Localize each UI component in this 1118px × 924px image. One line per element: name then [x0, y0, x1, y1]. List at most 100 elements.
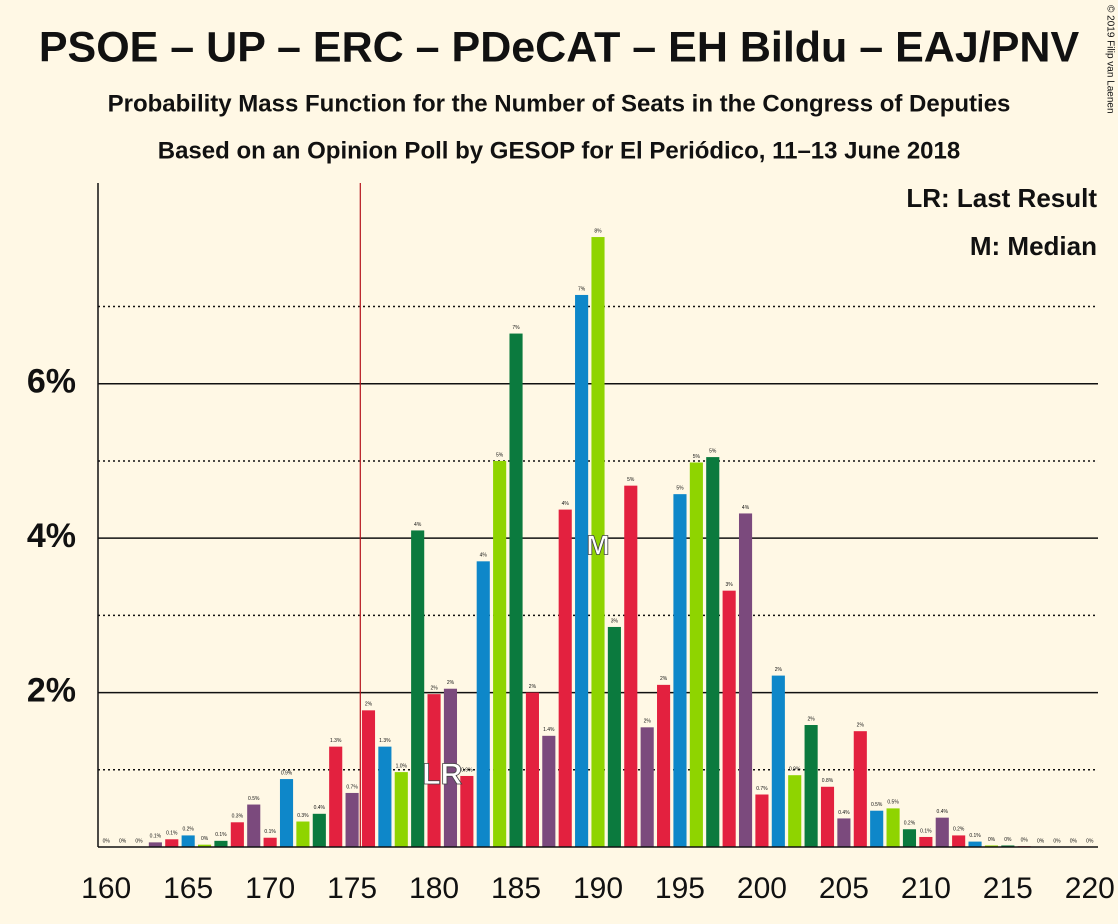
bar: [755, 794, 769, 847]
bar: [247, 804, 261, 847]
bar: [443, 688, 458, 847]
value-label: 0%: [103, 838, 111, 844]
value-label: 0.5%: [871, 802, 883, 808]
value-label: 0%: [1086, 838, 1094, 844]
value-label: 2%: [447, 680, 455, 686]
bar: [509, 333, 523, 848]
bar: [788, 775, 802, 847]
value-label: 2%: [807, 716, 815, 722]
x-tick-label: 215: [983, 872, 1033, 905]
value-label: 0%: [988, 837, 996, 843]
value-label: 0%: [1004, 837, 1012, 843]
value-label: 0.1%: [920, 828, 932, 834]
value-label: 4%: [480, 553, 488, 559]
bar: [673, 494, 687, 847]
legend-text: LR: Last Result: [906, 183, 1097, 213]
value-label: 0.4%: [937, 809, 949, 815]
median-label: M: [586, 529, 609, 560]
value-label: 0.3%: [232, 814, 244, 820]
bar: [345, 792, 359, 847]
bar: [804, 725, 818, 847]
x-tick-label: 200: [737, 872, 787, 905]
value-label: 1.4%: [543, 727, 555, 733]
value-label: 0.9%: [461, 767, 473, 773]
bar: [706, 457, 720, 847]
bar: [657, 684, 671, 847]
bar: [952, 835, 966, 847]
value-label: 0.8%: [822, 778, 834, 784]
x-tick-label: 220: [1065, 872, 1115, 905]
value-label: 0.7%: [756, 786, 768, 792]
bar: [689, 462, 703, 847]
bar: [329, 746, 343, 847]
y-tick-label: 6%: [27, 363, 76, 401]
bar: [591, 237, 605, 847]
bar: [525, 692, 539, 847]
bar: [378, 746, 392, 847]
value-label: 3%: [611, 618, 619, 624]
value-label: 5%: [627, 477, 635, 483]
value-label: 2%: [857, 723, 865, 729]
bar: [919, 836, 933, 847]
x-tick-label: 195: [655, 872, 705, 905]
value-label: 1.3%: [330, 738, 342, 744]
value-label: 4%: [742, 505, 750, 511]
value-label: 0.4%: [838, 810, 850, 816]
bar: [460, 775, 474, 847]
bar: [935, 817, 949, 847]
value-label: 5%: [693, 454, 701, 460]
value-label: 8%: [594, 228, 602, 234]
value-label: 0.5%: [887, 800, 899, 806]
x-tick-label: 210: [901, 872, 951, 905]
bar: [837, 818, 851, 847]
bar: [607, 626, 621, 847]
y-tick-label: 4%: [27, 517, 76, 555]
value-label: 0%: [1037, 838, 1045, 844]
bar: [181, 835, 195, 847]
bar: [411, 530, 425, 847]
value-label: 0%: [135, 838, 143, 844]
x-tick-label: 180: [409, 872, 459, 905]
value-label: 0.1%: [166, 831, 178, 837]
bar: [984, 845, 998, 847]
bar: [771, 675, 785, 847]
value-label: 2%: [644, 719, 652, 725]
value-label: 2%: [430, 685, 438, 691]
value-label: 0.4%: [314, 805, 326, 811]
x-tick-label: 190: [573, 872, 623, 905]
value-label: 0.2%: [904, 821, 916, 827]
value-label: 0.1%: [264, 829, 276, 835]
value-label: 5%: [676, 485, 684, 491]
value-label: 7%: [578, 286, 586, 292]
x-tick-label: 205: [819, 872, 869, 905]
value-label: 2%: [365, 702, 373, 708]
bar: [640, 727, 654, 847]
value-label: 0%: [119, 838, 127, 844]
subtitle: Based on an Opinion Poll by GESOP for El…: [158, 137, 960, 164]
bar: [575, 294, 589, 847]
value-label: 7%: [512, 325, 520, 331]
value-label: 0.3%: [297, 813, 309, 819]
last-result-label: LR: [422, 758, 462, 791]
value-label: 0%: [1070, 838, 1078, 844]
bar: [296, 821, 310, 847]
bar: [361, 710, 376, 847]
x-tick-label: 170: [245, 872, 295, 905]
bar: [263, 837, 277, 847]
bar: [886, 808, 900, 847]
bar: [1001, 845, 1015, 847]
value-label: 4%: [562, 501, 570, 507]
bar: [165, 839, 179, 847]
x-tick-label: 185: [491, 872, 541, 905]
value-label: 0%: [201, 836, 209, 842]
value-label: 5%: [709, 448, 717, 454]
value-label: 0%: [1021, 838, 1029, 844]
bar: [230, 822, 244, 847]
bar: [394, 772, 408, 847]
copyright: © 2019 Filip van Laenen: [1104, 5, 1115, 114]
value-label: 1.3%: [379, 738, 391, 744]
bar: [542, 735, 556, 847]
value-label: 2%: [529, 684, 537, 690]
value-label: 0.2%: [182, 827, 194, 833]
bar: [214, 840, 228, 847]
